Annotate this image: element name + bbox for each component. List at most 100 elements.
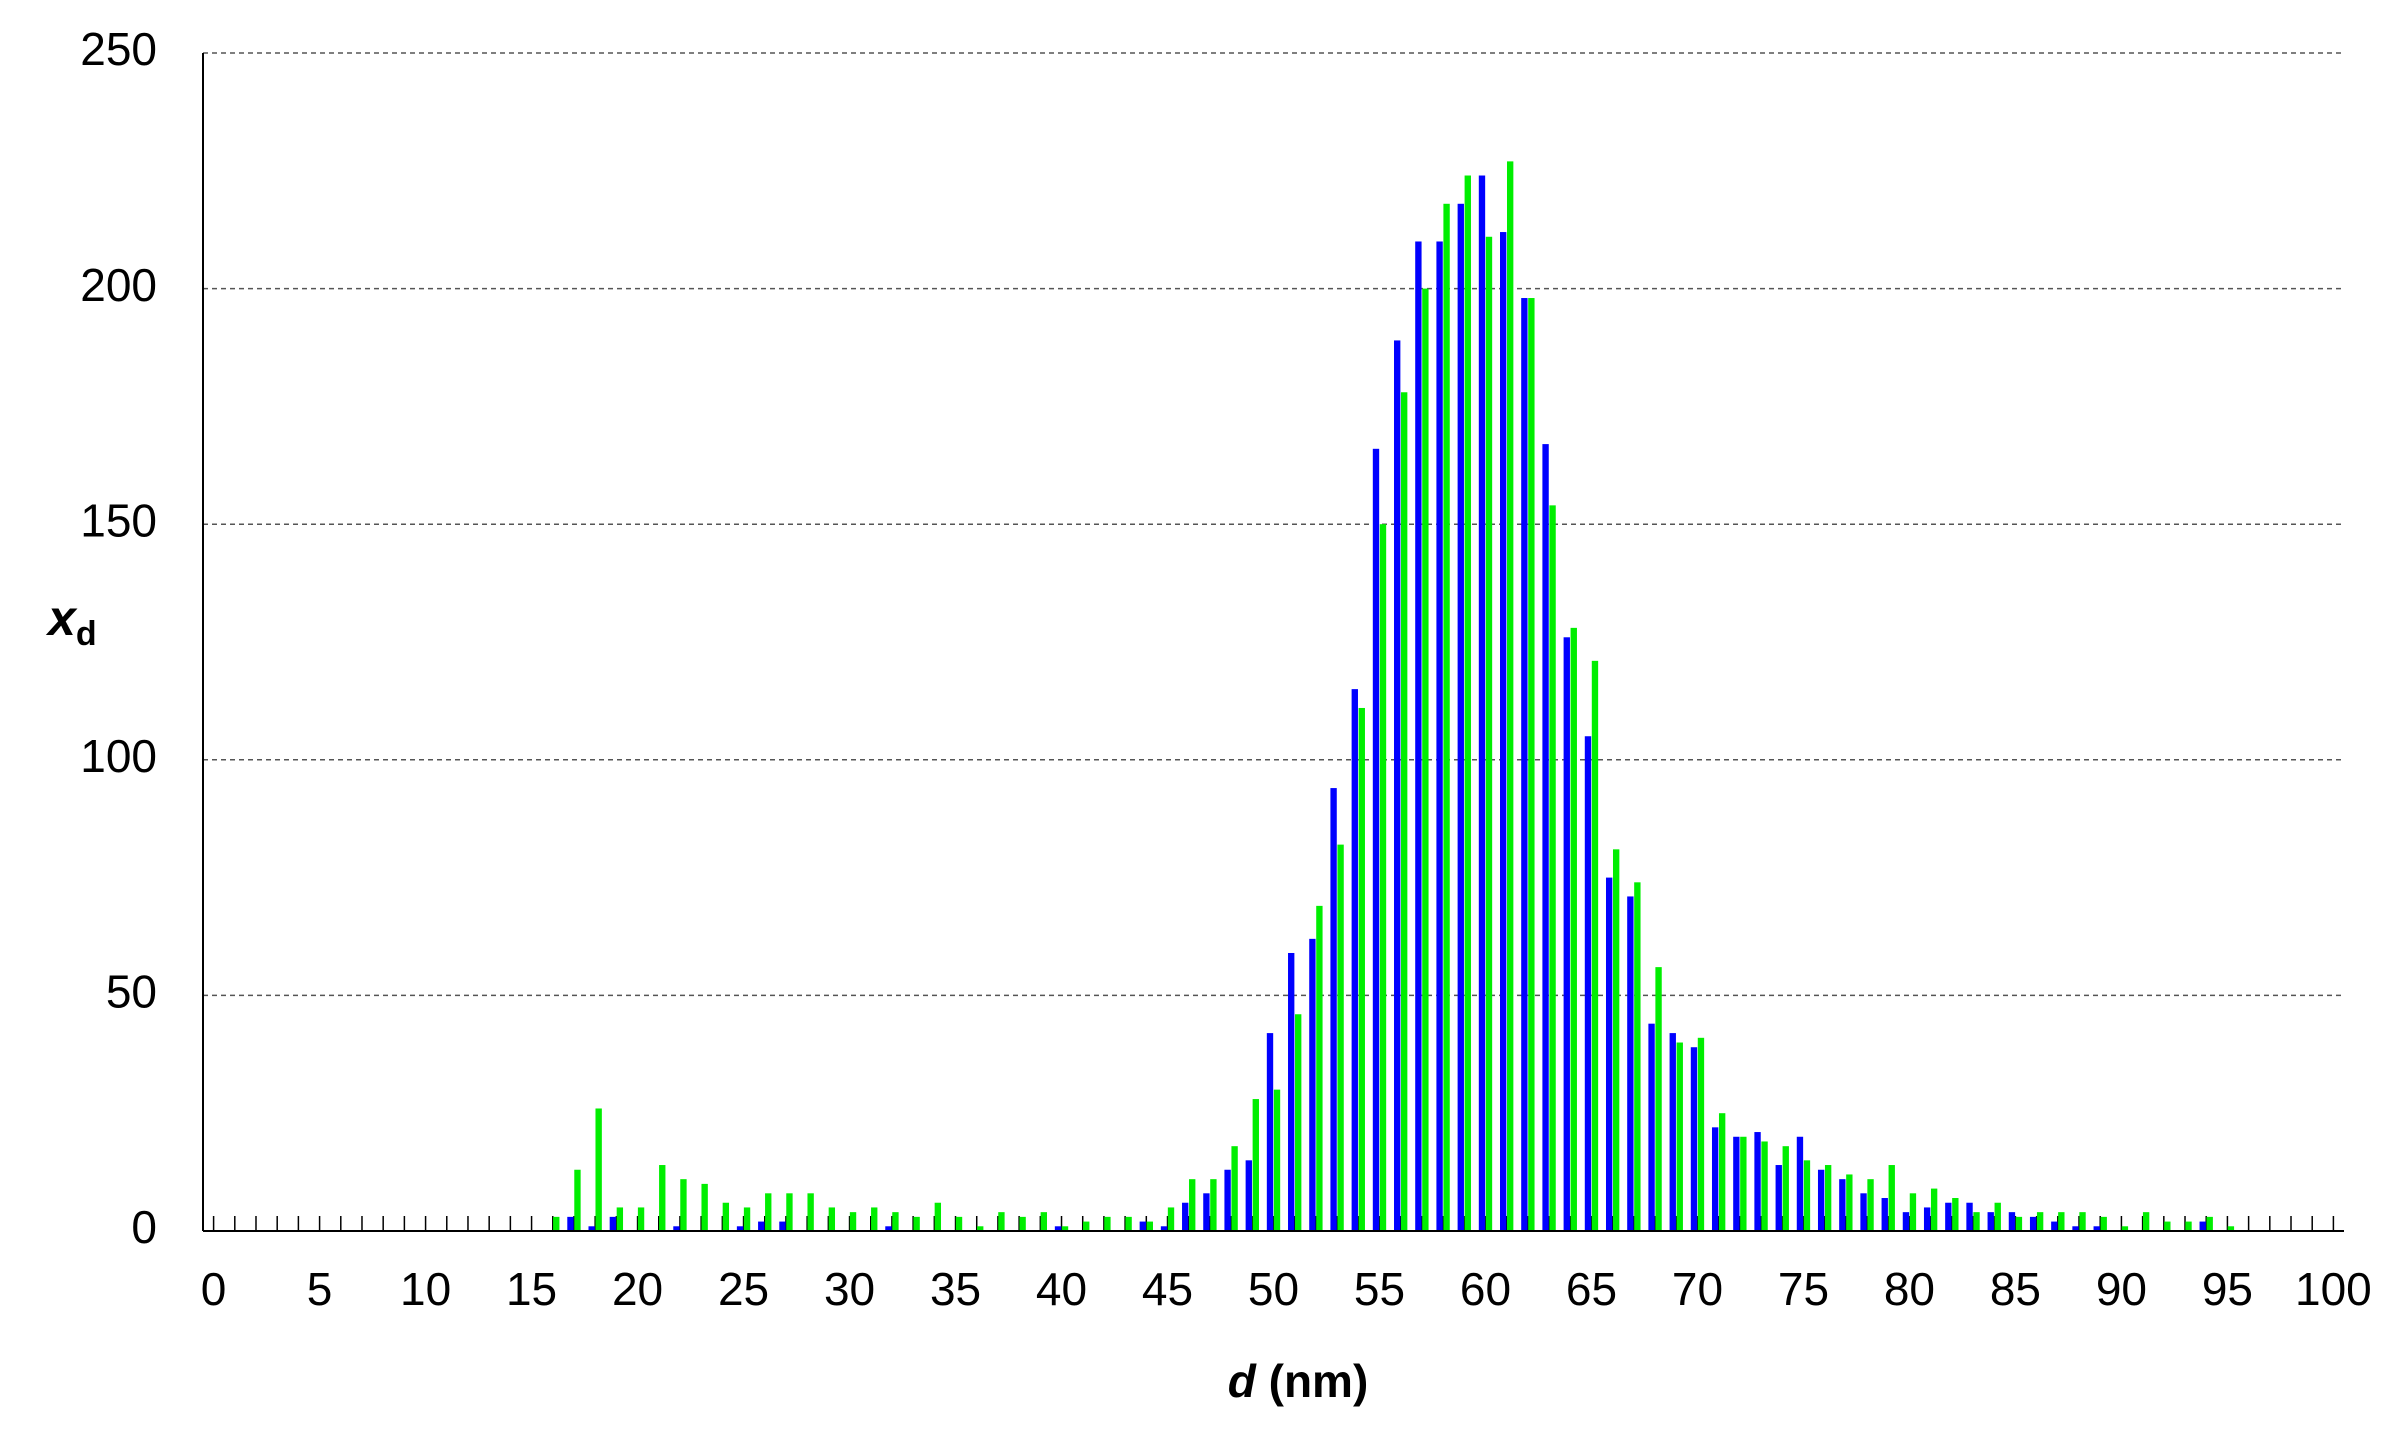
bar	[1330, 788, 1337, 1231]
bar	[913, 1216, 920, 1231]
bar	[1803, 1160, 1811, 1231]
x-tick-label: 65	[1566, 1263, 1617, 1315]
bar	[673, 1226, 680, 1231]
bar	[2185, 1221, 2192, 1231]
x-tick-label: 70	[1672, 1263, 1723, 1315]
bar	[2142, 1212, 2150, 1231]
bar	[1394, 340, 1401, 1231]
bar	[828, 1207, 836, 1231]
bar	[807, 1193, 814, 1231]
bar	[998, 1212, 1005, 1231]
y-label-main: x	[45, 590, 78, 646]
bar	[892, 1212, 899, 1231]
bar	[1669, 1033, 1676, 1231]
bar	[1966, 1202, 1973, 1231]
x-tick-label: 10	[400, 1263, 451, 1315]
x-tick-label: 50	[1248, 1263, 1299, 1315]
bar	[1295, 1014, 1302, 1231]
x-tick-label: 5	[307, 1263, 333, 1315]
bar	[955, 1216, 963, 1231]
bar	[743, 1207, 751, 1231]
bar	[934, 1202, 942, 1231]
bar	[779, 1221, 786, 1231]
bar	[1358, 707, 1365, 1231]
bar	[1443, 203, 1450, 1232]
bar	[1655, 967, 1662, 1231]
bar	[616, 1207, 624, 1231]
bar	[2072, 1226, 2079, 1231]
bar	[1740, 1136, 1747, 1231]
bar	[1718, 1113, 1726, 1231]
bar	[1146, 1221, 1153, 1231]
bar	[1761, 1141, 1768, 1231]
bar	[849, 1212, 857, 1231]
y-tick-label: 0	[131, 1201, 157, 1253]
bar	[1570, 627, 1577, 1231]
bar	[1337, 844, 1344, 1231]
bar	[1584, 736, 1592, 1231]
bar	[1478, 175, 1486, 1232]
bar	[2051, 1221, 2058, 1231]
y-label-subscript: d	[76, 615, 97, 653]
bar	[2227, 1226, 2235, 1231]
bar	[1881, 1198, 1888, 1231]
x-tick-label: 45	[1142, 1263, 1193, 1315]
bar	[1266, 1033, 1274, 1231]
x-tick-label: 35	[930, 1263, 981, 1315]
bar	[871, 1207, 878, 1231]
bar	[595, 1108, 602, 1231]
bar	[977, 1226, 984, 1231]
bar	[1210, 1179, 1217, 1231]
x-tick-label: 90	[2096, 1263, 2147, 1315]
bar	[1591, 660, 1599, 1231]
x-label-variable: d	[1228, 1355, 1257, 1407]
bar	[765, 1193, 772, 1231]
bar	[2121, 1226, 2129, 1231]
bar	[2093, 1226, 2100, 1231]
bar	[1923, 1207, 1931, 1231]
bar	[1754, 1132, 1761, 1231]
bar	[1457, 203, 1464, 1232]
bar	[1528, 298, 1535, 1231]
bar	[758, 1221, 765, 1231]
bar	[1945, 1202, 1952, 1231]
bar	[1775, 1165, 1782, 1231]
bar	[1160, 1226, 1168, 1231]
bar	[1309, 938, 1316, 1231]
y-tick-label: 150	[80, 494, 157, 546]
bar	[609, 1216, 617, 1231]
bar	[1563, 637, 1570, 1231]
bar	[1902, 1212, 1910, 1231]
bar	[1415, 241, 1422, 1232]
bar	[1697, 1037, 1705, 1231]
bar	[736, 1226, 744, 1231]
bar	[1040, 1212, 1047, 1231]
bar	[1167, 1207, 1175, 1231]
bar	[1189, 1179, 1196, 1231]
x-tick-label: 15	[506, 1263, 557, 1315]
bar	[1994, 1202, 2001, 1231]
bar	[1182, 1202, 1189, 1231]
bar	[1485, 236, 1493, 1231]
bar	[2015, 1216, 2023, 1231]
bar	[2058, 1212, 2065, 1231]
bar	[1605, 877, 1613, 1231]
bar	[1273, 1089, 1281, 1231]
bar	[1245, 1160, 1252, 1231]
bar	[1316, 905, 1323, 1231]
bar	[1372, 448, 1380, 1232]
bar	[1839, 1179, 1846, 1231]
bar	[1888, 1165, 1895, 1231]
bar	[1952, 1198, 1959, 1231]
bar	[1203, 1193, 1210, 1231]
bar	[1019, 1216, 1026, 1231]
x-tick-label: 25	[718, 1263, 769, 1315]
bar	[1224, 1169, 1231, 1231]
bar	[1676, 1042, 1683, 1231]
bar	[1125, 1216, 1132, 1231]
bar	[1436, 241, 1443, 1232]
y-tick-label: 100	[80, 730, 157, 782]
bar	[1930, 1188, 1938, 1231]
bar	[1711, 1127, 1719, 1231]
